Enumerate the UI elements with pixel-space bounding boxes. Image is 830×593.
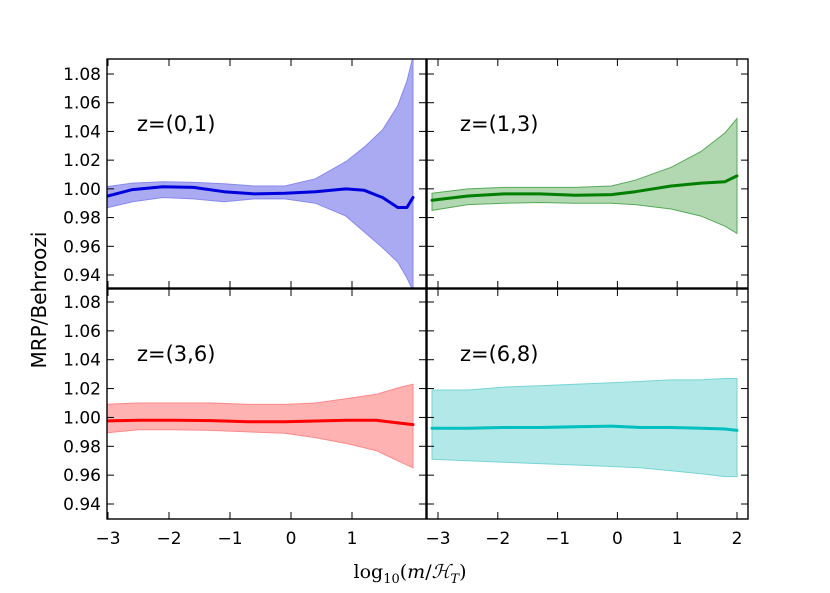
x-axis-title-log: log bbox=[354, 561, 384, 583]
y-tick-label: 0.98 bbox=[63, 209, 101, 229]
y-tick-label: 1.06 bbox=[63, 94, 101, 114]
y-tick-label: 1.06 bbox=[63, 322, 101, 342]
x-tick-label: 0 bbox=[612, 529, 623, 549]
y-tick-label: 0.96 bbox=[63, 466, 101, 486]
median-line bbox=[107, 185, 415, 209]
panel-frame bbox=[106, 288, 427, 520]
panel-frame bbox=[426, 58, 749, 289]
x-tick-label: −3 bbox=[95, 529, 120, 549]
x-axis-title-slash: / bbox=[425, 561, 432, 583]
x-axis-title-m: m bbox=[407, 561, 425, 583]
median-line bbox=[430, 174, 739, 202]
x-tick-label: 0 bbox=[286, 529, 297, 549]
x-axis-title: log10(m/ℋT) bbox=[354, 561, 467, 587]
x-axis-title-close: ) bbox=[459, 561, 466, 583]
x-tick-label: 1 bbox=[347, 529, 358, 549]
x-tick-label: 2 bbox=[732, 529, 743, 549]
y-tick-label: 1.04 bbox=[63, 351, 101, 371]
y-tick-label: 0.96 bbox=[63, 237, 101, 257]
panels-layer: z=(0,1) z=(1,3) z=(3,6) z=(6,8) bbox=[107, 59, 739, 478]
y-tick-label: 0.98 bbox=[63, 437, 101, 457]
x-tick-label: −1 bbox=[217, 529, 242, 549]
panel-label: z=(3,6) bbox=[137, 342, 215, 366]
x-tick-label: 1 bbox=[672, 529, 683, 549]
y-tick-label: 1.00 bbox=[63, 180, 101, 200]
x-axis-title-h: ℋ bbox=[432, 561, 454, 583]
y-tick-label: 1.02 bbox=[63, 380, 101, 400]
y-tick-label: 1.08 bbox=[63, 293, 101, 313]
median-line bbox=[107, 418, 415, 427]
x-axis-title-t: T bbox=[450, 572, 460, 587]
confidence-band bbox=[107, 59, 414, 288]
panel-frame bbox=[426, 288, 749, 520]
panel-1-plot bbox=[107, 59, 415, 288]
y-axis-title: MRP/Behroozi bbox=[27, 232, 51, 369]
y-tick-label: 1.04 bbox=[63, 122, 101, 142]
panel-2-plot bbox=[430, 117, 739, 235]
ticks-layer: 0.94 0.96 0.98 1.00 1.02 1.04 1.06 1.08 0.94 0.96… bbox=[63, 59, 748, 549]
panel-label: z=(6,8) bbox=[460, 342, 538, 366]
y-tick-label: 1.08 bbox=[63, 65, 101, 85]
y-tick-label: 1.00 bbox=[63, 408, 101, 428]
x-axis-title-subscript: 10 bbox=[383, 572, 400, 587]
frames-layer bbox=[106, 58, 749, 520]
median-line bbox=[430, 424, 739, 432]
x-tick-label: −2 bbox=[156, 529, 181, 549]
panel-3-plot bbox=[107, 383, 415, 469]
x-axis-title-argument: ( bbox=[400, 561, 407, 583]
x-tick-label: −3 bbox=[425, 529, 450, 549]
y-tick-label: 0.94 bbox=[63, 495, 101, 515]
panel-4-plot bbox=[430, 378, 739, 478]
confidence-band bbox=[431, 117, 738, 235]
panel-label: z=(1,3) bbox=[460, 112, 538, 136]
x-tick-label: −2 bbox=[485, 529, 510, 549]
confidence-band bbox=[107, 383, 414, 469]
panel-frame bbox=[106, 58, 427, 289]
y-tick-label: 0.94 bbox=[63, 266, 101, 286]
panel-label: z=(0,1) bbox=[137, 112, 215, 136]
x-tick-label: −1 bbox=[545, 529, 570, 549]
y-tick-label: 1.02 bbox=[63, 151, 101, 171]
